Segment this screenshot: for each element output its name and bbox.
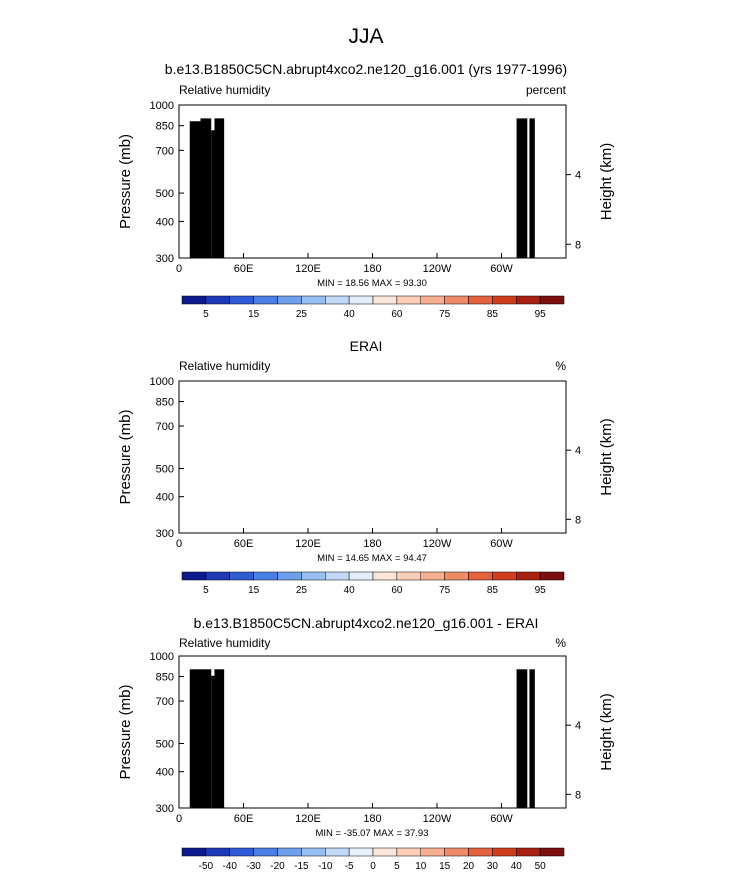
left-label: Relative humidity <box>179 83 270 97</box>
colorbar-swatch <box>492 295 517 305</box>
y-tick-label: 500 <box>156 188 174 200</box>
right-label: percent <box>526 83 567 97</box>
plot-frame <box>178 104 567 259</box>
colorbar-swatch <box>539 295 565 305</box>
colorbar-swatch <box>253 295 278 305</box>
colorbar-swatch <box>372 295 398 305</box>
colorbar-swatch <box>516 295 541 305</box>
colorbar-swatch <box>348 295 374 305</box>
colorbar-label: 15 <box>248 309 260 320</box>
height-tick-label: 8 <box>575 239 581 251</box>
y-tick-label: 300 <box>156 253 174 265</box>
left-label: Relative humidity <box>179 359 270 373</box>
colorbar-swatch <box>277 295 302 305</box>
y-tick-label: 1000 <box>150 100 174 112</box>
colorbar-label: 5 <box>203 309 209 320</box>
y-tick-label: 700 <box>156 145 174 157</box>
panel-title: ERAI <box>350 338 383 354</box>
x-tick-label: 120E <box>295 263 321 275</box>
colorbar-label: 95 <box>535 309 547 320</box>
colorbar-swatch <box>325 295 350 305</box>
colorbar-swatch <box>468 295 493 305</box>
colorbar-label: 85 <box>487 309 499 320</box>
topography <box>214 118 225 259</box>
figure-title: JJA <box>348 25 383 48</box>
x-tick-label: 120W <box>423 263 452 275</box>
colorbar-label: 25 <box>296 309 308 320</box>
colorbar-label: 75 <box>439 309 451 320</box>
colorbar-swatch <box>396 295 421 305</box>
topography <box>200 118 212 259</box>
panels: b.e13.B1850C5CN.abrupt4xco2.ne120_g16.00… <box>117 61 615 872</box>
height-tick-label: 4 <box>575 170 581 182</box>
colorbar-swatch <box>444 295 469 305</box>
panel-title: b.e13.B1850C5CN.abrupt4xco2.ne120_g16.00… <box>165 61 567 77</box>
colorbar-swatch <box>420 295 445 305</box>
colorbar-swatch <box>229 295 254 305</box>
y-tick-label: 400 <box>156 216 174 228</box>
topography <box>529 118 535 259</box>
topography <box>189 121 201 259</box>
y-tick-label: 850 <box>156 121 174 133</box>
right-label: % <box>555 359 566 373</box>
panel-1: b.e13.B1850C5CN.abrupt4xco2.ne120_g16.00… <box>117 61 615 320</box>
x-tick-label: 60E <box>234 263 254 275</box>
y-axis-title-right: Height (km) <box>598 143 615 221</box>
colorbar: 5 15 25 40 60 75 85 95 <box>181 295 565 320</box>
colorbar-label: 40 <box>344 309 356 320</box>
x-tick-label: 180 <box>363 263 381 275</box>
y-axis-title: Pressure (mb) <box>117 134 134 229</box>
colorbar-swatch <box>181 295 207 305</box>
topography <box>211 130 215 258</box>
colorbar-swatch <box>301 295 326 305</box>
colorbar-label: 60 <box>391 309 403 320</box>
x-tick-label: 60W <box>490 263 513 275</box>
topography <box>516 118 528 259</box>
colorbar-swatch <box>205 295 230 305</box>
stats-label: MIN = 18.56 MAX = 93.30 <box>317 278 427 289</box>
x-tick-label: 0 <box>176 263 182 275</box>
